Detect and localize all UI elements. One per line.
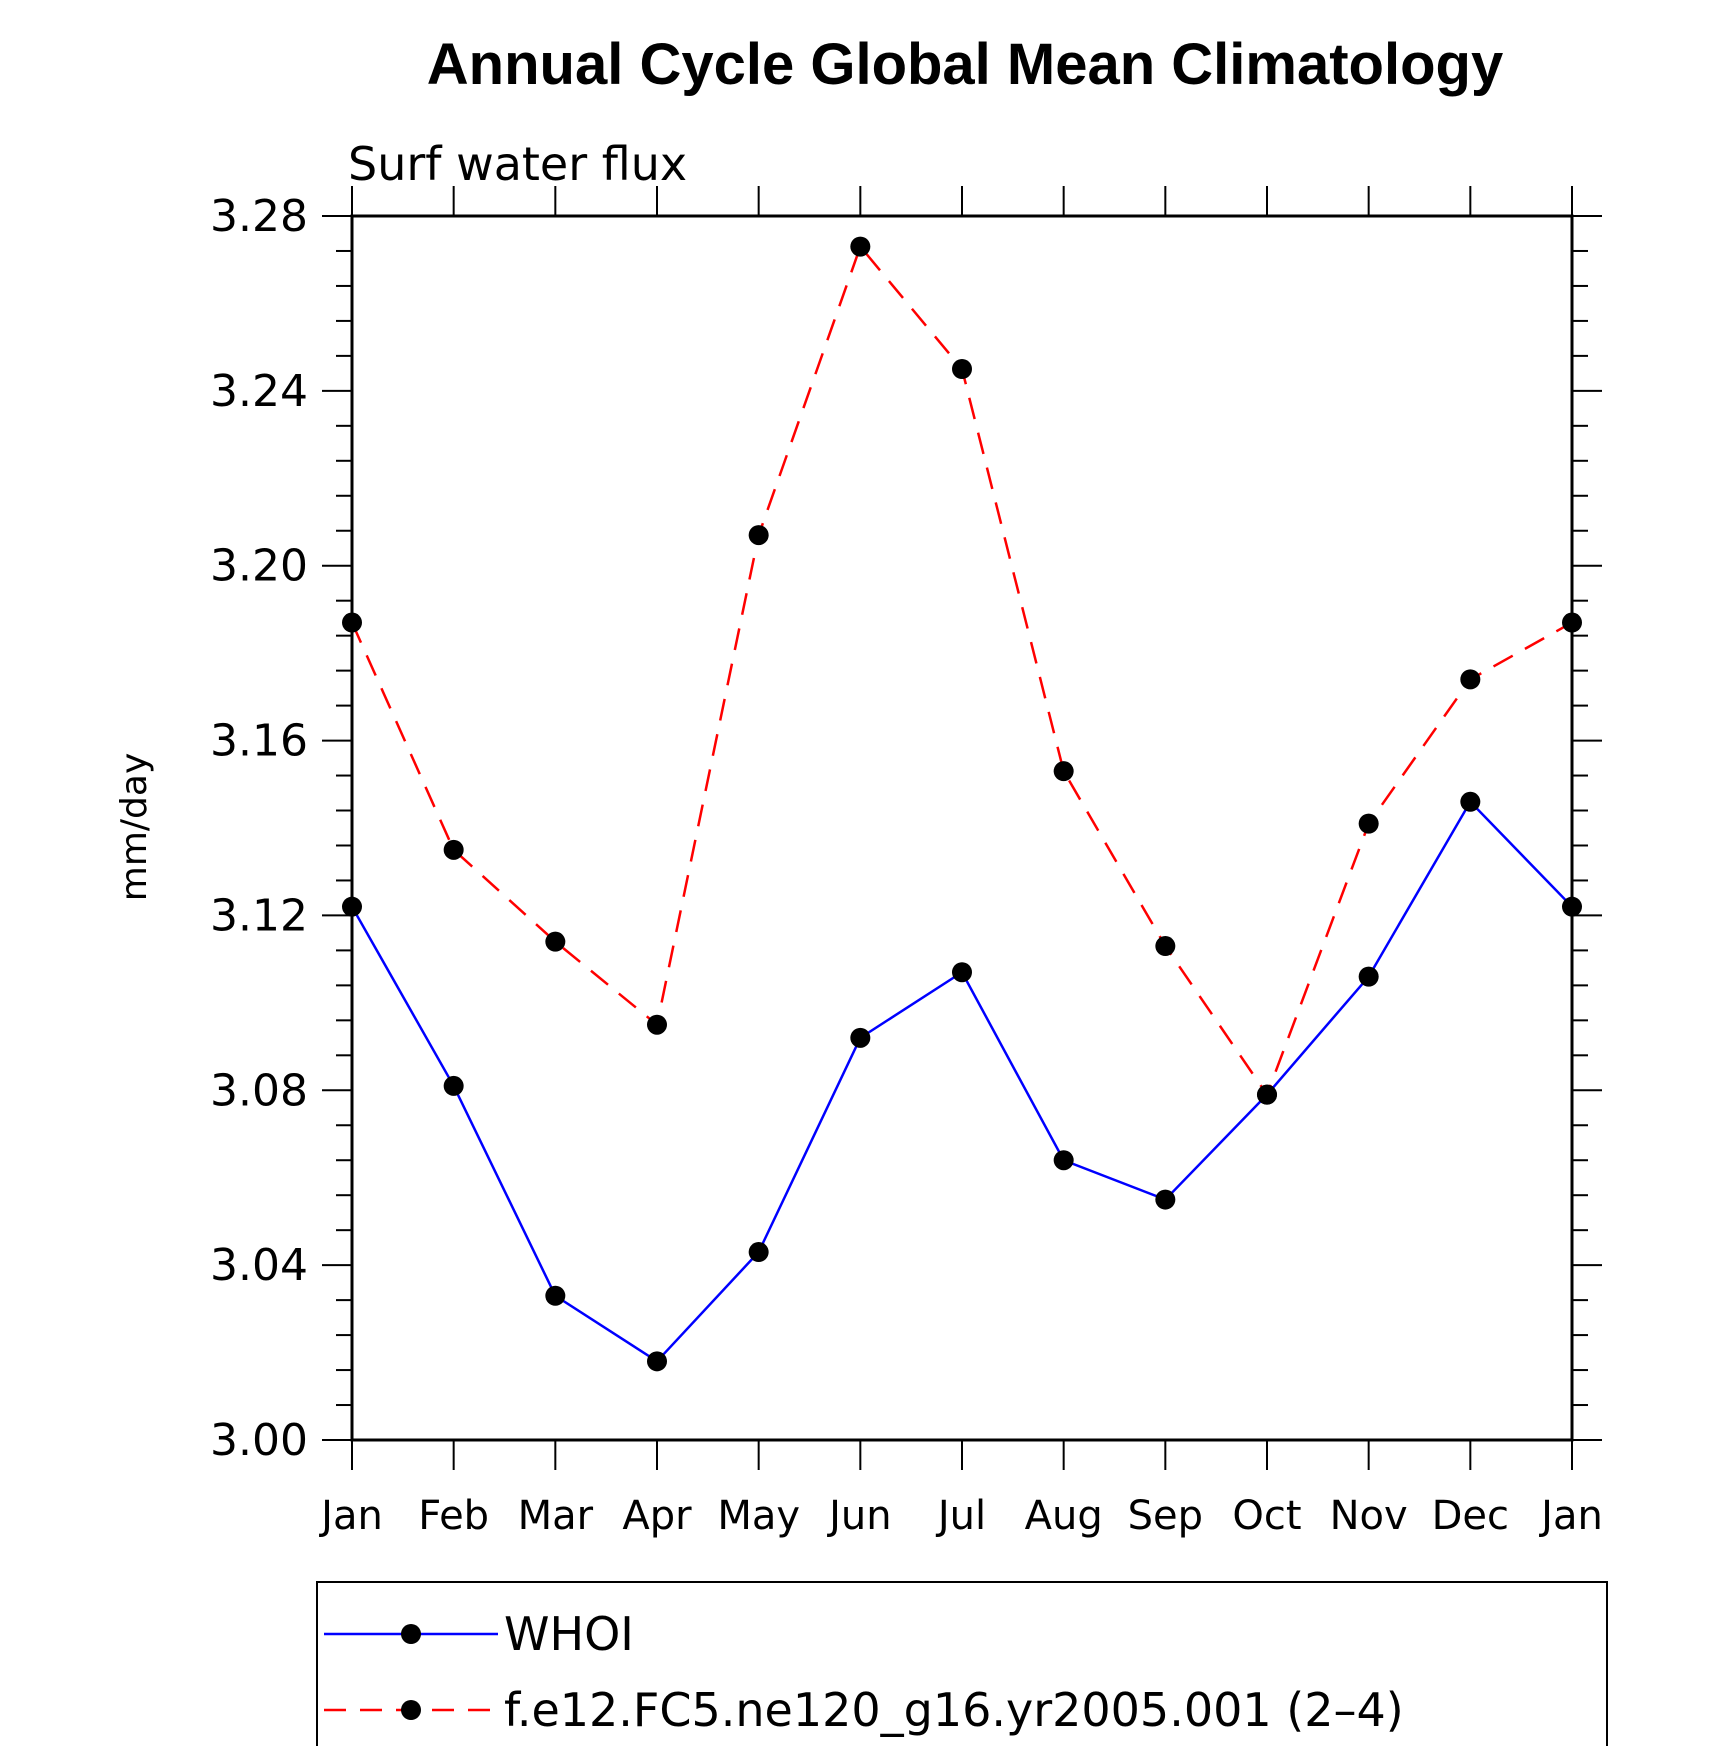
series-2-point xyxy=(850,236,871,257)
x-tick-label: Sep xyxy=(1128,1493,1203,1539)
plot-frame xyxy=(350,214,1574,1442)
x-tick-label: Oct xyxy=(1232,1493,1301,1539)
y-tick-label: 3.16 xyxy=(210,716,308,767)
series-1-point xyxy=(1460,791,1481,812)
series-2-point xyxy=(1257,1084,1277,1105)
series-1-point xyxy=(1358,966,1379,987)
x-tick-label: Jun xyxy=(826,1493,892,1539)
legend-label-2: f.e12.FC5.ne120_g16.yr2005.001 (2–4) xyxy=(504,1683,1404,1737)
series-1-point xyxy=(647,1351,667,1372)
series-1-point xyxy=(1155,1189,1176,1210)
series-1-point xyxy=(850,1027,871,1048)
y-tick-label: 3.00 xyxy=(210,1415,308,1466)
x-tick-label: Nov xyxy=(1330,1493,1408,1539)
x-tick-label: Jan xyxy=(1538,1493,1603,1539)
chart-subtitle: Surf water flux xyxy=(348,137,687,191)
series-2-point xyxy=(1460,669,1481,690)
series-2-point xyxy=(1053,761,1074,782)
series-1-point xyxy=(443,1075,464,1096)
y-tick-label: 3.04 xyxy=(210,1240,308,1291)
x-tick-label: Dec xyxy=(1432,1493,1509,1539)
y-tick-label: 3.28 xyxy=(210,191,308,242)
y-tick-label: 3.12 xyxy=(210,890,308,941)
series-2-point xyxy=(443,839,464,860)
x-tick-label: Apr xyxy=(622,1493,692,1539)
series-2-point xyxy=(1358,813,1379,834)
series-2-point xyxy=(1155,936,1176,957)
series-2-point xyxy=(952,359,972,379)
x-tick-label: Mar xyxy=(518,1493,594,1539)
legend-items: WHOI f.e12.FC5.ne120_g16.yr2005.001 (2–4) xyxy=(324,1607,1404,1737)
legend-box xyxy=(316,1581,1608,1746)
series-1-point xyxy=(545,1285,566,1306)
series-2-point xyxy=(545,931,566,952)
x-tick-label: Jan xyxy=(318,1493,383,1539)
plot-series xyxy=(342,236,1582,1372)
axis-ticks xyxy=(322,186,1602,1470)
legend: WHOI f.e12.FC5.ne120_g16.yr2005.001 (2–4) xyxy=(316,1581,1608,1746)
y-tick-label: 3.20 xyxy=(210,541,308,592)
x-tick-label: Feb xyxy=(418,1493,489,1539)
x-tick-label: Aug xyxy=(1025,1493,1103,1539)
x-tick-label: May xyxy=(717,1493,800,1539)
series-2-point xyxy=(748,525,769,546)
y-tick-labels: 3.00 3.04 3.08 3.12 3.16 3.20 3.24 3.28 xyxy=(210,191,308,1466)
series-line-1 xyxy=(350,799,1573,1363)
series-1-point xyxy=(748,1242,769,1263)
y-tick-label: 3.24 xyxy=(210,366,308,417)
series-2-point xyxy=(647,1014,667,1035)
x-tick-labels: Jan Feb Mar Apr May Jun Jul Aug Sep Oct Nov Dec Jan xyxy=(318,1493,1603,1539)
chart-title: Annual Cycle Global Mean Climatology xyxy=(427,32,1503,97)
legend-label-1: WHOI xyxy=(504,1607,634,1661)
legend-marker-2 xyxy=(401,1700,421,1720)
x-tick-label: Jul xyxy=(935,1493,986,1539)
series-1-point xyxy=(1053,1150,1074,1171)
y-tick-label: 3.08 xyxy=(210,1065,308,1116)
legend-marker-1 xyxy=(401,1624,421,1644)
series-1-point xyxy=(952,962,972,983)
y-axis-label: mm/day xyxy=(114,753,155,901)
